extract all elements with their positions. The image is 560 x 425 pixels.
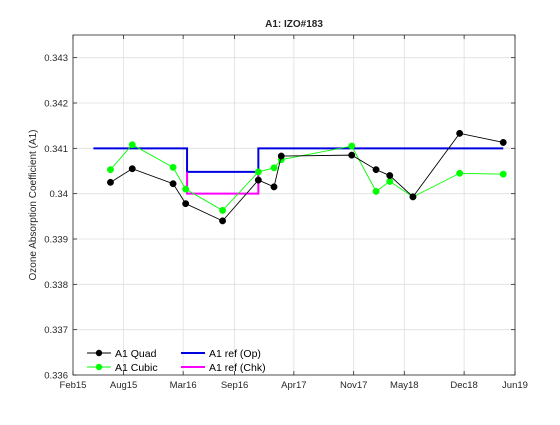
series-line-a1-ref-op [93, 147, 504, 173]
data-point-a1-quad [386, 172, 394, 179]
legend-label: A1 Quad [115, 348, 157, 360]
data-point-a1-quad [169, 180, 177, 188]
series-line-a1-quad [110, 132, 504, 222]
y-tick-label: 0.336 [44, 371, 68, 382]
data-point-a1-cubic [372, 187, 380, 195]
x-tick-label: Mar16 [170, 380, 197, 391]
data-point-a1-cubic [386, 177, 394, 185]
y-tick-label: 0.337 [44, 325, 68, 336]
data-point-a1-quad [348, 151, 356, 159]
y-tick-label: 0.342 [44, 99, 68, 110]
data-point-a1-cubic [169, 163, 177, 171]
reference-lines [93, 147, 504, 195]
data-point-a1-cubic [348, 142, 356, 150]
data-point-a1-quad [409, 193, 417, 201]
legend-label: A1 Cubic [115, 362, 158, 374]
data-point-a1-cubic [456, 169, 464, 177]
data-point-a1-cubic [499, 170, 507, 178]
y-tick-label: 0.339 [44, 235, 68, 246]
data-series [107, 129, 507, 225]
data-point-a1-quad [107, 178, 114, 186]
data-point-a1-quad [372, 166, 380, 174]
y-tick-label: 0.343 [44, 53, 68, 64]
x-tick-label: Sep16 [221, 380, 248, 391]
legend-marker [95, 349, 103, 357]
data-point-a1-quad [254, 176, 262, 184]
chart-title: A1: IZO#183 [265, 19, 323, 30]
data-point-a1-quad [270, 183, 278, 191]
data-point-a1-quad [219, 217, 227, 225]
data-point-a1-quad [128, 165, 136, 173]
y-tick-label: 0.338 [44, 280, 68, 291]
legend: A1 Quad A1 Cubic A1 ref (Op) A1 ref (Chk) [87, 348, 266, 374]
x-tick-label: Nov17 [340, 380, 367, 391]
data-point-a1-quad [456, 129, 464, 137]
legend-label: A1 ref (Op) [209, 348, 261, 360]
grid [72, 35, 516, 376]
data-point-a1-cubic [107, 166, 114, 174]
legend-marker [95, 363, 103, 371]
y-tick-label: 0.341 [44, 144, 68, 155]
data-point-a1-cubic [182, 185, 190, 193]
y-tick-label: 0.34 [50, 189, 69, 200]
data-point-a1-cubic [254, 168, 262, 176]
data-point-a1-quad [499, 138, 507, 146]
legend-label: A1 ref (Chk) [209, 362, 266, 374]
data-point-a1-cubic [270, 164, 278, 172]
data-point-a1-quad [182, 200, 190, 208]
data-point-a1-cubic [128, 141, 136, 149]
y-axis-label: Ozone Absorption Coefficient (A1) [28, 129, 39, 280]
x-tick-label: Feb15 [60, 380, 87, 391]
x-tick-label: Jun19 [502, 380, 528, 391]
x-tick-label: Dec18 [450, 380, 477, 391]
series-line-a1-cubic [110, 144, 504, 212]
data-point-a1-quad [277, 152, 285, 160]
ticks: 0.336 0.337 0.338 0.339 0.34 0.341 0.342 0.343 F… [44, 35, 528, 391]
data-point-a1-cubic [219, 206, 227, 214]
x-tick-label: May18 [390, 380, 419, 391]
x-tick-label: Aug15 [110, 380, 137, 391]
x-tick-label: Apr17 [281, 380, 306, 391]
